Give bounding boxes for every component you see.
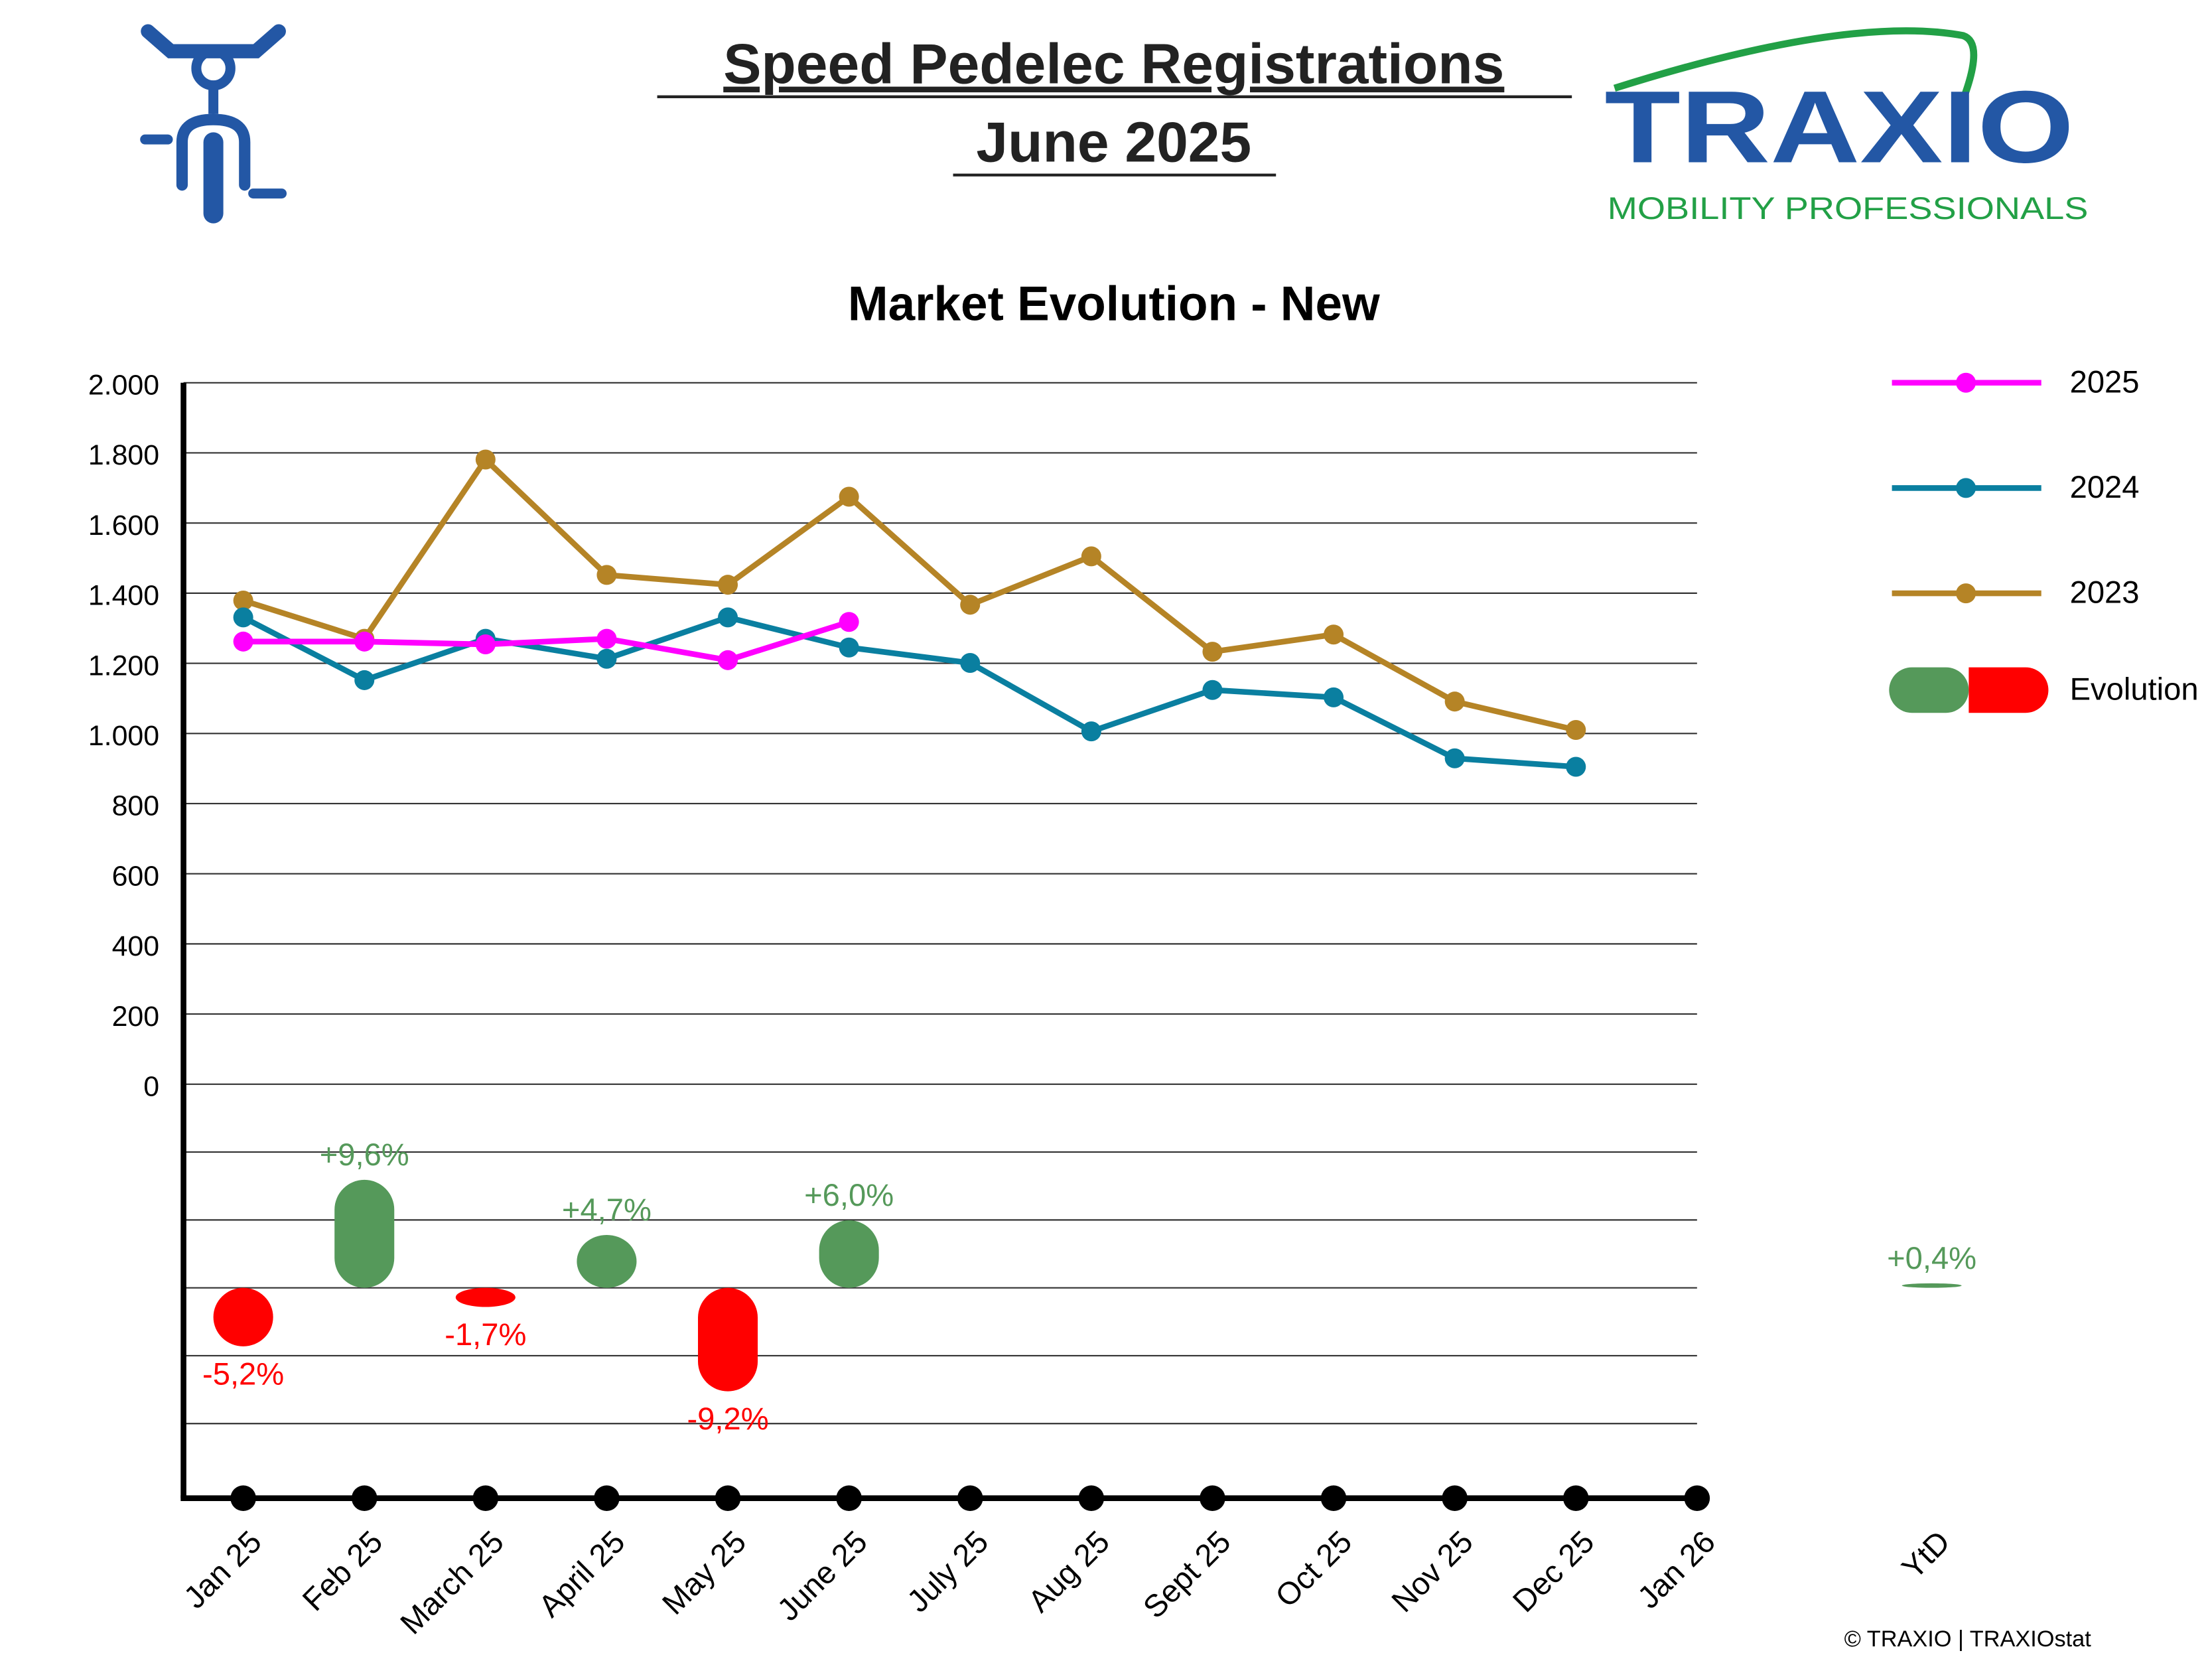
data-point bbox=[718, 575, 738, 595]
evolution-bar bbox=[698, 1287, 758, 1392]
x-axis-dot bbox=[1684, 1485, 1710, 1512]
y-tick-label: 1.200 bbox=[88, 650, 159, 682]
data-point bbox=[354, 670, 375, 690]
data-point bbox=[233, 631, 253, 652]
data-point bbox=[1444, 748, 1465, 768]
logo-name: TRAXIO bbox=[1604, 69, 2074, 184]
data-point bbox=[718, 650, 738, 670]
legend-swatch bbox=[1969, 667, 2049, 713]
legend-dot bbox=[1956, 583, 1976, 604]
evolution-bar bbox=[213, 1287, 273, 1346]
evolution-bar bbox=[334, 1179, 395, 1288]
x-tick-label: Nov 25 bbox=[1385, 1524, 1480, 1619]
y-tick-label: 200 bbox=[112, 1001, 160, 1033]
x-tick-label: May 25 bbox=[656, 1524, 753, 1621]
x-tick-label: Dec 25 bbox=[1505, 1524, 1600, 1619]
page-title: Speed Pedelec Registrations bbox=[723, 33, 1504, 96]
y-tick-label: 800 bbox=[112, 790, 160, 822]
data-point bbox=[718, 607, 738, 628]
data-point bbox=[1444, 691, 1465, 712]
data-point bbox=[233, 607, 253, 628]
data-point bbox=[1081, 546, 1101, 567]
series-line bbox=[242, 614, 1576, 770]
pedelec-icon bbox=[140, 24, 287, 224]
data-point bbox=[839, 637, 859, 658]
x-tick-label: April 25 bbox=[531, 1524, 632, 1624]
value-label: +9,6% bbox=[320, 1137, 409, 1172]
x-tick-label: Aug 25 bbox=[1021, 1524, 1116, 1619]
logo-swoosh bbox=[1613, 27, 1978, 101]
value-label: -5,2% bbox=[202, 1356, 284, 1391]
value-label: -1,7% bbox=[445, 1317, 526, 1352]
data-point bbox=[596, 628, 617, 649]
legend-dot bbox=[1956, 372, 1976, 393]
x-tick-label: YtD bbox=[1895, 1524, 1957, 1585]
x-tick-label: July 25 bbox=[900, 1524, 995, 1619]
value-label: +6,0% bbox=[804, 1177, 894, 1212]
data-point bbox=[475, 449, 496, 470]
data-point bbox=[1081, 721, 1101, 742]
y-tick-label: 2.000 bbox=[88, 370, 159, 401]
data-point bbox=[1324, 687, 1344, 707]
data-point bbox=[1202, 680, 1223, 700]
legend-swatch bbox=[1889, 667, 1969, 713]
data-point bbox=[596, 565, 617, 585]
data-point bbox=[354, 631, 375, 652]
y-tick-label: 1.000 bbox=[88, 720, 159, 752]
legend-label: 2025 bbox=[2070, 364, 2140, 399]
data-point bbox=[960, 595, 981, 615]
y-tick-label: 0 bbox=[143, 1071, 159, 1103]
chart-title: Market Evolution - New bbox=[848, 277, 1380, 330]
data-point bbox=[960, 653, 981, 674]
x-tick-label: Oct 25 bbox=[1269, 1524, 1359, 1614]
data-point bbox=[596, 648, 617, 669]
legend-label: Evolution bbox=[2070, 671, 2199, 706]
legend-label: 2024 bbox=[2070, 469, 2140, 504]
value-label: +0,4% bbox=[1887, 1240, 1976, 1275]
evolution-bar bbox=[577, 1234, 637, 1288]
x-tick-label: Jan 26 bbox=[1631, 1524, 1722, 1615]
value-label: +4,7% bbox=[562, 1192, 652, 1227]
evolution-bar bbox=[455, 1287, 516, 1307]
series-line bbox=[243, 619, 850, 664]
y-tick-label: 400 bbox=[112, 930, 160, 962]
data-point bbox=[233, 590, 253, 611]
data-point bbox=[839, 612, 859, 632]
legend-dot bbox=[1956, 478, 1976, 498]
data-point bbox=[839, 486, 859, 507]
x-tick-label: Feb 25 bbox=[295, 1524, 389, 1617]
y-tick-label: 600 bbox=[112, 860, 160, 892]
legend-label: 2023 bbox=[2070, 575, 2140, 610]
data-point bbox=[1566, 757, 1586, 777]
data-point bbox=[1324, 624, 1344, 645]
data-point bbox=[1202, 642, 1223, 662]
x-tick-label: June 25 bbox=[770, 1524, 874, 1627]
evolution-bar bbox=[1901, 1283, 1962, 1288]
footer: © TRAXIO | TRAXIOstat bbox=[1844, 1626, 2092, 1652]
data-point bbox=[1566, 719, 1586, 740]
x-tick-label: Jan 25 bbox=[176, 1524, 268, 1615]
series-line bbox=[242, 455, 1577, 733]
data-point bbox=[475, 634, 496, 655]
evolution-bar bbox=[819, 1220, 879, 1288]
value-label: -9,2% bbox=[687, 1401, 768, 1436]
y-tick-label: 1.400 bbox=[88, 580, 159, 612]
x-tick-label: Sept 25 bbox=[1136, 1524, 1237, 1624]
x-tick-label: March 25 bbox=[393, 1524, 510, 1640]
y-tick-label: 1.600 bbox=[88, 510, 159, 541]
y-tick-label: 1.800 bbox=[88, 439, 159, 471]
logo-tagline: MOBILITY PROFESSIONALS bbox=[1608, 190, 2089, 226]
page-subtitle: June 2025 bbox=[976, 111, 1251, 175]
